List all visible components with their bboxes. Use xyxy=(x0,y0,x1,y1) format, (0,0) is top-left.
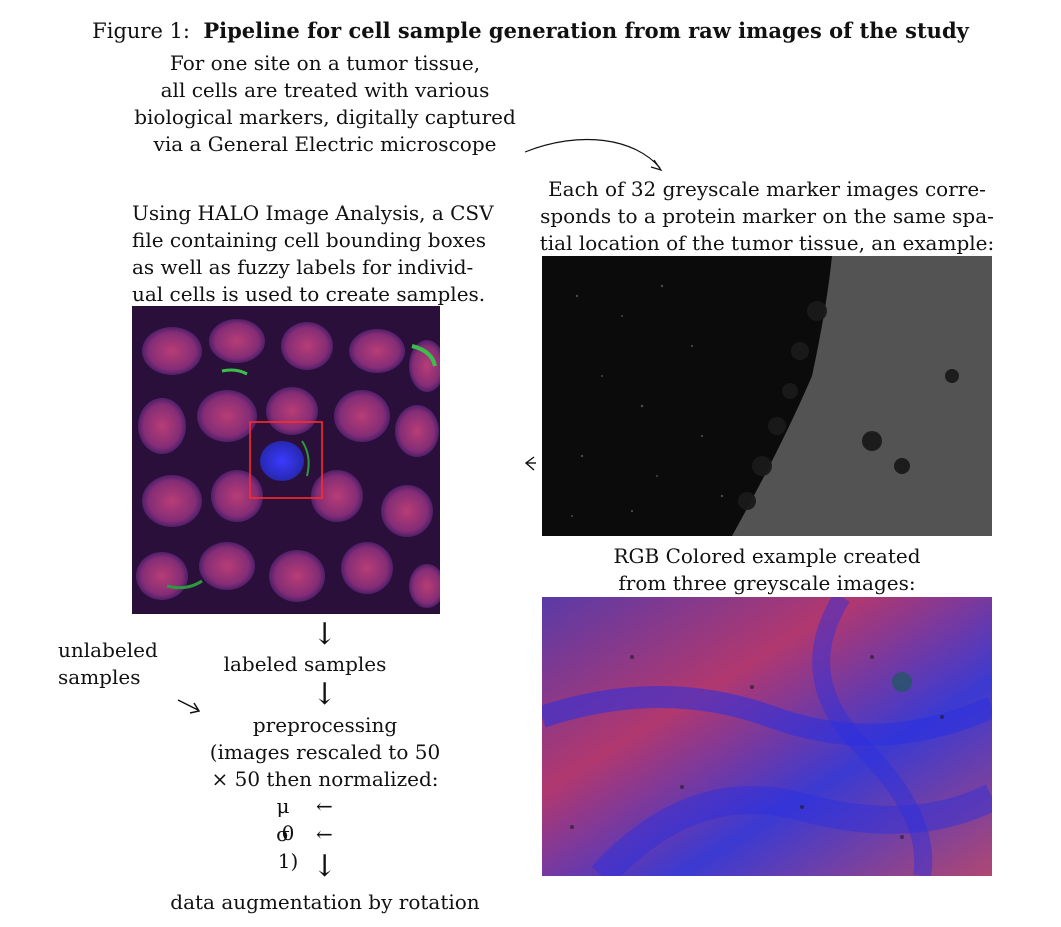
greyscale-text: Each of 32 greyscale marker images corre… xyxy=(539,177,995,255)
sigma-row: σ ← 1) xyxy=(276,822,333,873)
rgb-colored-image xyxy=(542,597,992,876)
figure-title: Figure 1: Pipeline for cell sample gener… xyxy=(0,18,1061,43)
figure-title-text: Pipeline for cell sample generation from… xyxy=(203,18,969,43)
curved-arrow-head xyxy=(650,159,663,172)
nuclei-pattern xyxy=(136,319,440,608)
dark-spots xyxy=(570,655,944,839)
bounding-box xyxy=(249,421,323,499)
augmentation-text: data augmentation by rotation xyxy=(170,890,480,914)
down-arrow-icon: ↓ xyxy=(312,849,338,884)
tissue-region xyxy=(732,256,992,536)
target-cell xyxy=(260,441,304,481)
greyscale-marker-image xyxy=(542,256,992,536)
labeled-samples-label: labeled samples xyxy=(223,652,387,676)
holes-pattern xyxy=(738,301,959,510)
figure-label: Figure 1: xyxy=(92,19,190,43)
preprocessing-text: preprocessing (images rescaled to 50 × 5… xyxy=(209,713,441,791)
diag-arrow-head xyxy=(189,702,201,714)
diag-arrow-icon xyxy=(177,699,199,711)
halo-text: Using HALO Image Analysis, a CSV file co… xyxy=(132,201,494,306)
intro-text: For one site on a tumor tissue, all cell… xyxy=(134,51,516,156)
cell-crop-image xyxy=(132,306,440,614)
rgb-text: RGB Colored example created from three g… xyxy=(613,544,921,595)
unlabeled-samples-label: unlabeled samples xyxy=(58,638,158,689)
down-arrow-icon: ↓ xyxy=(312,617,338,652)
curved-arrow xyxy=(524,138,661,169)
mu-row: μ ← 0 xyxy=(276,794,333,845)
dots-pattern xyxy=(571,284,724,517)
down-arrow-icon: ↓ xyxy=(312,677,338,712)
